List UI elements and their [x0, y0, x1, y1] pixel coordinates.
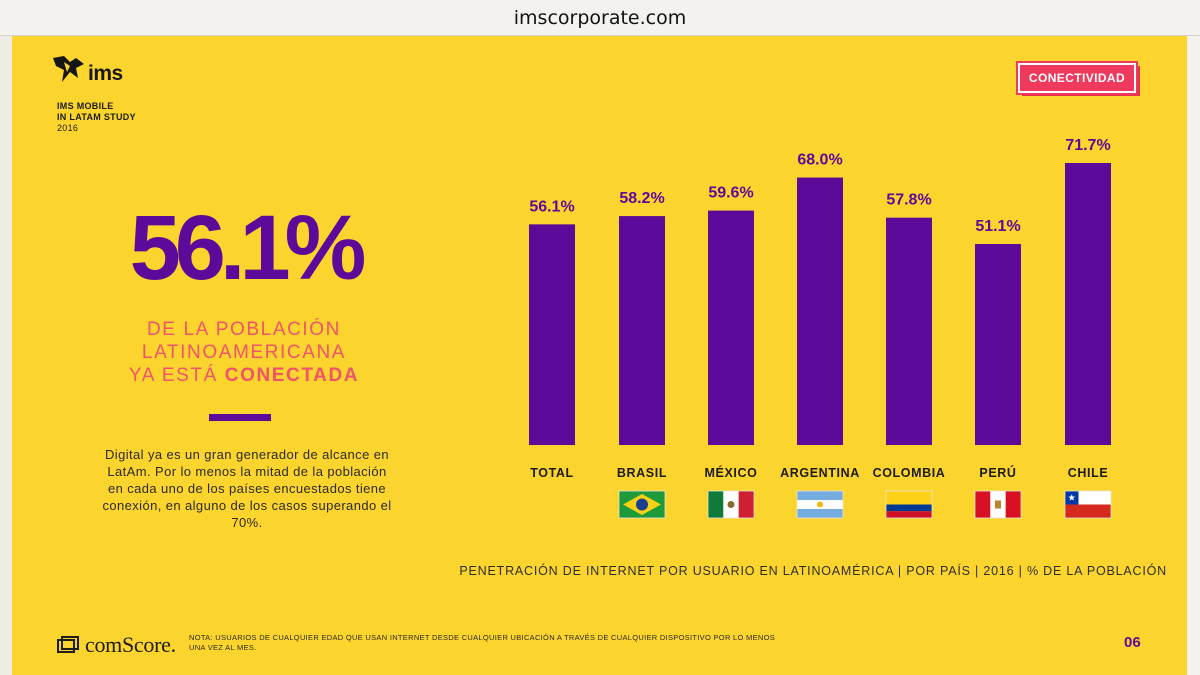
bar-mexico	[708, 210, 754, 445]
value-label-total: 56.1%	[529, 198, 574, 215]
study-line-2: IN LATAM STUDY	[57, 112, 136, 122]
mexico-flag-icon	[707, 490, 755, 519]
value-label-chile: 71.7%	[1065, 137, 1110, 154]
brazil-flag-icon	[618, 490, 666, 519]
comscore-logo: comScore.	[57, 632, 176, 658]
value-label-peru: 51.1%	[975, 218, 1020, 235]
colombia-flag-icon	[885, 490, 933, 519]
category-label-brasil: BRASIL	[617, 466, 667, 480]
section-badge: CONECTIVIDAD	[1016, 61, 1138, 95]
study-title: IMS MOBILE IN LATAM STUDY 2016	[57, 101, 136, 134]
subtitle-line-3: YA ESTÁ CONECTADA	[104, 365, 384, 387]
page-number: 06	[1124, 634, 1141, 651]
study-line-1: IMS MOBILE	[57, 101, 114, 111]
description-text: Digital ya es un gran generador de alcan…	[102, 447, 392, 530]
subtitle-line-2: LATINOAMERICANA	[141, 342, 347, 363]
category-label-argentina: ARGENTINA	[780, 466, 860, 480]
category-label-peru: PERÚ	[979, 465, 1016, 480]
bar-peru	[975, 244, 1021, 445]
bar-brasil	[619, 216, 665, 445]
chile-flag-icon	[1064, 490, 1112, 519]
big-stat: 56.1%	[129, 197, 367, 299]
subtitle-line-1: DE LA POBLACIÓN	[146, 319, 341, 340]
logo-text: ims	[88, 62, 123, 85]
argentina-flag-icon	[796, 490, 844, 519]
category-label-mexico: MÉXICO	[705, 465, 758, 480]
badge-label: CONECTIVIDAD	[1028, 71, 1126, 85]
value-label-argentina: 68.0%	[797, 152, 842, 169]
value-label-brasil: 58.2%	[619, 190, 664, 207]
browser-address-bar[interactable]: imscorporate.com	[0, 0, 1200, 36]
bar-colombia	[886, 217, 932, 445]
value-label-colombia: 57.8%	[886, 192, 931, 209]
comscore-text: comScore.	[85, 632, 176, 657]
slide: ims IMS MOBILE IN LATAM STUDY 2016 CONEC…	[12, 36, 1187, 675]
bar-argentina	[797, 177, 843, 445]
ims-bird-icon	[53, 56, 84, 82]
peru-flag-icon	[974, 490, 1022, 519]
category-label-total: TOTAL	[530, 466, 574, 480]
divider	[209, 414, 271, 421]
value-label-mexico: 59.6%	[708, 185, 753, 202]
category-label-chile: CHILE	[1068, 466, 1109, 480]
slide-edge	[1187, 36, 1200, 675]
chart-caption: PENETRACIÓN DE INTERNET POR USUARIO EN L…	[459, 564, 1167, 578]
footnote: NOTA: USUARIOS DE CUALQUIER EDAD QUE USA…	[189, 633, 776, 652]
study-year: 2016	[57, 123, 79, 133]
bar-chart: 56.1% TOTAL 58.2% BRASIL 59.6% MÉXICO 68.0% ARG…	[529, 137, 1112, 519]
url-text: imscorporate.com	[513, 6, 687, 29]
subtitle-line-3-bold: CONECTADA	[224, 365, 360, 386]
ims-logo: ims	[50, 52, 160, 92]
bar-total	[529, 224, 575, 445]
comscore-icon	[57, 636, 79, 653]
subtitle-line-3-prefix: YA ESTÁ	[128, 365, 225, 386]
category-label-colombia: COLOMBIA	[873, 466, 946, 480]
bar-chile	[1065, 163, 1111, 445]
